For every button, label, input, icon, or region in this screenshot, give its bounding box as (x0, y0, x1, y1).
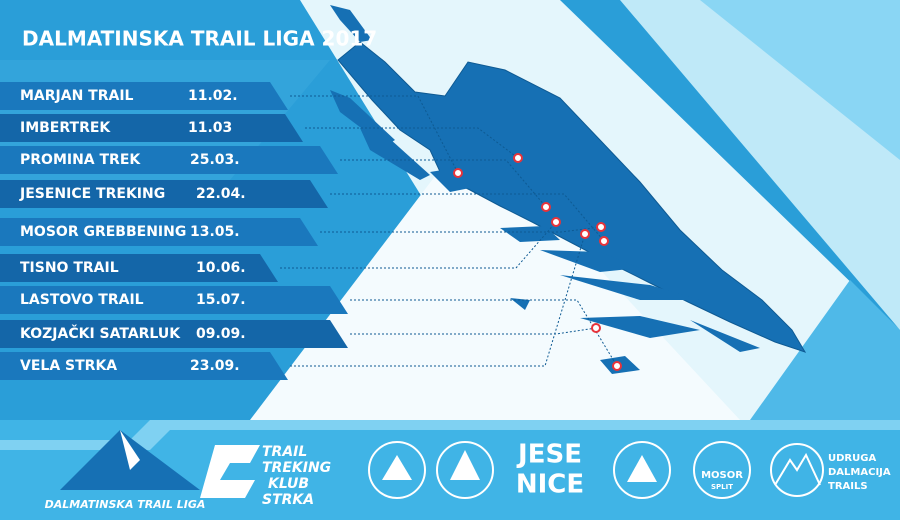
jesenice-logo-text: NICE (516, 470, 584, 500)
race-date: 22.04. (196, 186, 246, 202)
island (540, 250, 640, 272)
bg-shape (0, 420, 900, 450)
race-name: JESENICE TREKING (19, 186, 165, 202)
route-line (280, 221, 557, 269)
route-line (290, 95, 459, 174)
island (510, 298, 530, 310)
race-name: MOSOR GREBBENING (20, 224, 186, 240)
udruga-logo-icon (627, 455, 657, 482)
race-band (0, 320, 348, 348)
island (430, 168, 470, 192)
trails-logo-text: DALMACIJA (828, 467, 891, 478)
strka-logo-text: TRAIL (262, 444, 307, 460)
bg-shape (250, 130, 740, 420)
race-date: 15.07. (196, 292, 246, 308)
promina-logo (436, 441, 494, 499)
race-date: 10.06. (196, 260, 246, 276)
league-logo-text: DALMATINSKA TRAIL LIGA (45, 498, 206, 511)
mosor-logo (693, 441, 751, 499)
race-band (0, 82, 288, 110)
island (690, 320, 760, 352)
trails-logo (770, 443, 824, 497)
map-marker (513, 153, 523, 163)
map-marker (596, 222, 606, 232)
race-name: TISNO TRAIL (20, 260, 119, 276)
strka-logo-text: STRKA (262, 492, 314, 508)
map-marker (453, 168, 463, 178)
race-band (0, 218, 318, 246)
imber-logo-icon (382, 455, 412, 480)
mosor-logo-text: MOSOR (701, 470, 743, 481)
imber-logo (368, 441, 426, 499)
league-logo-snow (120, 430, 140, 470)
strka-logo-text: TREKING (262, 460, 331, 476)
race-name: IMBERTREK (20, 120, 111, 136)
race-date: 09.09. (196, 326, 246, 342)
route-line (290, 233, 586, 367)
map-marker (580, 229, 590, 239)
strka-logo-text: KLUB (268, 476, 309, 492)
udruga-logo (613, 441, 671, 499)
mosor-logo-text: SPLIT (711, 483, 733, 491)
race-date: 11.02. (188, 88, 238, 104)
race-name: VELA STRKA (20, 358, 117, 374)
race-name: MARJAN TRAIL (20, 88, 134, 104)
race-list: MARJAN TRAIL 11.02. IMBERTREK 11.03 PROMINA … (0, 82, 622, 380)
race-band (0, 114, 303, 142)
map-marker (599, 236, 609, 246)
race-date: 11.03 (188, 120, 232, 136)
race-band (0, 254, 278, 282)
race-date: 23.09. (190, 358, 240, 374)
race-band (0, 146, 338, 174)
map-marker (612, 361, 622, 371)
race-date: 25.03. (190, 152, 240, 168)
trails-logo-text: UDRUGA (828, 453, 876, 464)
race-date: 13.05. (190, 224, 240, 240)
island (360, 128, 430, 180)
race-name: LASTOVO TRAIL (20, 292, 144, 308)
route-line (305, 127, 519, 159)
trails-logo-icon (774, 452, 821, 486)
island (330, 5, 372, 42)
map-marker (541, 202, 551, 212)
race-name: KOZJAČKI SATARLUK (20, 324, 181, 342)
race-name: PROMINA TREK (20, 152, 141, 168)
strka-logo-icon (200, 445, 260, 498)
route-line (340, 159, 547, 208)
promina-logo-icon (450, 450, 480, 480)
bg-shape (750, 280, 900, 420)
route-line (350, 327, 597, 335)
title: DALMATINSKA TRAIL LIGA 2017 (22, 27, 377, 51)
trails-logo-text: TRAILS (828, 481, 868, 492)
island (560, 275, 700, 300)
map-marker (591, 323, 601, 333)
route-line (320, 226, 602, 233)
island (580, 316, 700, 338)
race-band (0, 286, 348, 314)
jesenice-logo-text: JESE (516, 440, 582, 470)
race-band (0, 180, 328, 208)
route-line (330, 193, 605, 242)
bg-shape (700, 0, 900, 160)
race-band (0, 352, 288, 380)
logos: DALMATINSKA TRAIL LIGA TRAIL TREKING KLU… (45, 430, 891, 511)
island (500, 226, 560, 242)
map-marker (551, 217, 561, 227)
